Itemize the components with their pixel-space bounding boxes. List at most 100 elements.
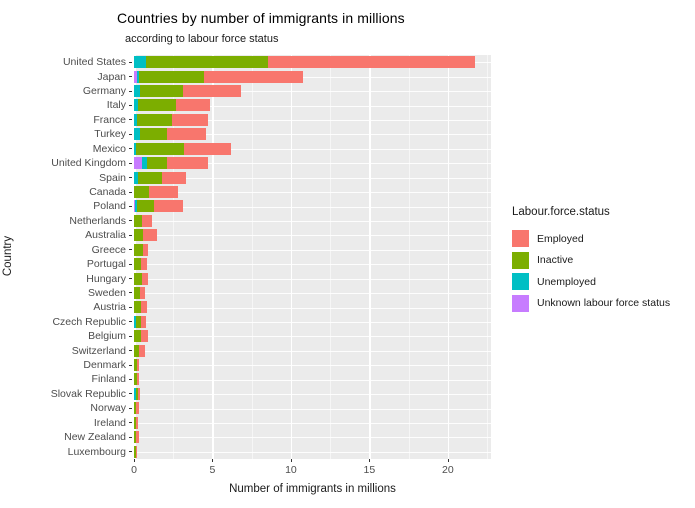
gridline-horizontal <box>134 177 491 179</box>
bar-row <box>134 416 491 430</box>
y-tick-row: Portugal <box>0 257 134 271</box>
y-tick-row: Hungary <box>0 271 134 285</box>
bar-segment-employed <box>142 243 149 256</box>
bar-segment-unknown <box>134 157 142 170</box>
stacked-bar <box>134 56 476 69</box>
y-tick-label: Mexico <box>92 142 126 155</box>
bar-segment-employed <box>136 416 138 429</box>
y-tick-mark <box>129 306 132 308</box>
bar-segment-employed <box>172 113 208 126</box>
y-tick-mark <box>129 278 132 280</box>
bar-segment-inactive <box>140 85 183 98</box>
y-tick-label: New Zealand <box>64 431 126 444</box>
legend-item: Inactive <box>512 250 670 272</box>
y-tick-row: Germany <box>0 84 134 98</box>
bar-row <box>134 387 491 401</box>
y-tick-label: Finland <box>91 373 126 386</box>
bar-row <box>134 214 491 228</box>
y-tick-row: Italy <box>0 98 134 112</box>
y-tick-row: New Zealand <box>0 430 134 444</box>
bar-row <box>134 372 491 386</box>
gridline-horizontal <box>134 163 491 165</box>
bar-segment-unemployed <box>134 113 138 126</box>
bar-row <box>134 300 491 314</box>
gridline-horizontal <box>134 220 491 222</box>
stacked-bar <box>134 359 140 372</box>
bar-row <box>134 170 491 184</box>
y-tick-mark <box>129 205 132 207</box>
y-tick-label: Poland <box>93 200 126 213</box>
bar-segment-employed <box>137 359 140 372</box>
gridline-horizontal <box>134 350 491 352</box>
bar-segment-inactive <box>137 200 155 213</box>
bar-row <box>134 69 491 83</box>
gridline-horizontal <box>134 321 491 323</box>
gridline-horizontal <box>134 437 491 439</box>
y-tick-mark <box>129 61 132 63</box>
bar-row <box>134 257 491 271</box>
bar-segment-employed <box>175 99 211 112</box>
bar-segment-inactive <box>137 171 163 184</box>
bar-segment-employed <box>154 200 183 213</box>
bar-segment-inactive <box>134 402 137 415</box>
bar-segment-employed <box>141 272 149 285</box>
bar-segment-inactive <box>134 359 138 372</box>
gridline-horizontal <box>134 105 491 107</box>
stacked-bar <box>134 70 303 83</box>
x-tick-label: 0 <box>131 464 137 476</box>
gridline-horizontal <box>134 119 491 121</box>
bar-row <box>134 329 491 343</box>
bar-segment-unemployed <box>134 200 138 213</box>
y-tick-label: Luxembourg <box>67 445 126 458</box>
bar-row <box>134 185 491 199</box>
y-tick-row: Austria <box>0 300 134 314</box>
bar-segment-inactive <box>134 330 142 343</box>
stacked-bar <box>134 85 241 98</box>
bar-segment-employed <box>139 344 145 357</box>
stacked-bar <box>134 113 208 126</box>
gridline-major <box>290 55 293 459</box>
bar-row <box>134 84 491 98</box>
y-tick-row: Switzerland <box>0 343 134 357</box>
bar-segment-unemployed <box>141 157 147 170</box>
y-tick-label: Austria <box>93 301 126 314</box>
x-tick-label: 20 <box>442 464 454 476</box>
gridline-horizontal <box>134 278 491 280</box>
stacked-bar <box>134 344 145 357</box>
y-tick-label: United Kingdom <box>51 157 126 170</box>
gridline-horizontal <box>134 336 491 338</box>
bar-segment-inactive <box>134 373 138 386</box>
stacked-bar <box>134 200 183 213</box>
bar-segment-unemployed <box>134 56 146 69</box>
stacked-bar <box>134 431 140 444</box>
y-tick-label: Czech Republic <box>52 315 126 328</box>
gridline-horizontal <box>134 134 491 136</box>
bar-segment-employed <box>143 229 157 242</box>
x-axis: 0 5 10 15 20 <box>131 459 491 481</box>
y-tick-mark <box>129 393 132 395</box>
gridline-horizontal <box>134 264 491 266</box>
bar-row <box>134 430 491 444</box>
y-tick-row: Slovak Republic <box>0 387 134 401</box>
bar-segment-employed <box>137 387 141 400</box>
bar-segment-inactive <box>134 301 142 314</box>
bar-segment-inactive <box>137 99 176 112</box>
legend-title: Labour.force.status <box>512 206 610 218</box>
y-tick-row: Luxembourg <box>0 444 134 458</box>
bar-segment-employed <box>184 142 232 155</box>
bar-segment-inactive <box>134 186 149 198</box>
stacked-bar <box>134 157 208 170</box>
gridline-horizontal <box>134 192 491 194</box>
stacked-bar <box>134 387 141 400</box>
bar-segment-inactive <box>134 214 142 227</box>
bar-row <box>134 315 491 329</box>
stacked-bar <box>134 214 153 227</box>
y-tick-mark <box>129 436 132 438</box>
y-tick-label: Netherlands <box>69 214 126 227</box>
bar-row <box>134 271 491 285</box>
y-tick-mark <box>129 119 132 121</box>
y-tick-mark <box>129 451 132 453</box>
gridline-horizontal <box>134 76 491 78</box>
y-tick-row: United Kingdom <box>0 156 134 170</box>
bar-segment-unemployed <box>134 171 138 184</box>
